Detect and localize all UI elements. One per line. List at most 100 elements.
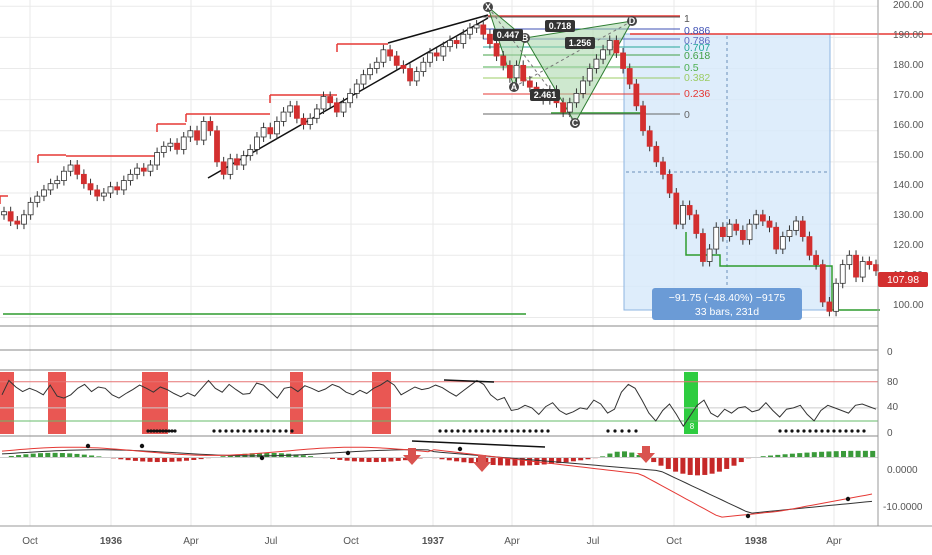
overbought-band [372,372,391,434]
candle [194,130,200,141]
candle [680,205,686,225]
candle [819,264,826,303]
candle [480,24,487,35]
macd-histogram-bar [351,457,357,462]
svg-text:B: B [522,33,529,43]
candle [613,40,620,54]
candle [746,223,753,241]
macd-histogram-bar [841,450,846,458]
macd-histogram-bar [709,457,715,474]
x-tick-label: Oct [343,536,359,547]
candle [187,130,194,138]
x-tick-label: 1938 [745,536,768,547]
macd-histogram-bar [249,453,255,458]
macd-cross-dot [139,443,145,449]
signal-dot [528,429,532,433]
macd-histogram-bar [768,455,773,458]
candle [120,180,127,191]
candle [759,214,766,222]
candle [147,164,154,172]
candle [753,214,760,225]
x-tick-label: Jul [265,536,278,547]
svg-text:X: X [485,2,491,12]
candle [586,68,593,82]
signal-dot [224,429,228,433]
signal-dot [254,429,258,433]
x-tick-label: Apr [504,536,520,547]
candle [227,158,234,175]
ratio-label: 0.718 [545,20,575,32]
ratio-label: 0.447 [493,29,523,41]
candle [41,189,47,197]
macd-histogram-bar [264,452,270,458]
signal-dot [856,429,860,433]
candle [54,180,61,185]
candle [27,201,34,216]
macd-histogram-bar [848,450,854,458]
signal-marker: 8 [690,422,695,431]
macd-histogram-bar [257,452,262,458]
macd-histogram-bar [826,451,832,458]
macd-histogram-bar [490,457,496,465]
macd-histogram-bar [132,457,138,461]
sell-arrow [473,455,491,472]
candle [413,71,420,82]
ratio-label: 1.256 [565,37,595,49]
macd-histogram-bar [169,457,175,462]
macd-histogram-bar [724,457,730,469]
candle [779,236,786,250]
measure-change: −91.75 (−48.40%) −9175 [669,292,786,304]
fib-label: 0.618 [684,50,710,62]
candle [107,186,114,194]
candle [100,192,107,197]
svg-text:D: D [629,16,636,26]
osc-tick-label: 80 [887,377,899,388]
candle [673,192,680,225]
signal-dot [522,429,526,433]
signal-dot [149,429,153,433]
macd-histogram-bar [775,454,781,458]
candle [1,211,7,216]
candle [134,167,141,175]
candle [453,40,460,44]
macd-histogram-bar [381,457,387,462]
signal-marker-label: 8 [690,422,695,431]
y-tick-label: 170.00 [893,90,924,101]
candle [87,183,94,191]
macd-histogram-bar [549,457,554,464]
candle [167,142,174,147]
y-tick-label: 120.00 [893,240,924,251]
macd-panel [0,440,878,519]
signal-dot [784,429,788,433]
macd-histogram-bar [118,457,124,460]
macd-histogram-bar [855,450,861,458]
signal-dot [627,429,631,433]
pattern-leg-bcd [524,20,633,125]
candle [660,161,666,175]
sell-arrow [637,446,655,463]
fib-label: 0.5 [684,62,699,74]
macd-histogram-bar [176,457,182,462]
macd-histogram-bar [811,452,817,458]
fib-label: 0.236 [684,88,710,100]
candle [47,183,54,191]
candle [566,102,573,113]
macd-histogram-bar [731,457,737,466]
candle [367,68,374,76]
measure-label-bg [652,288,802,320]
signal-dot [534,429,538,433]
candle [320,96,327,110]
candle [666,173,673,194]
macd-histogram-bar [461,457,467,463]
macd-histogram-bar [271,452,277,458]
candle [467,27,473,35]
candle [859,261,866,278]
candle [274,121,280,135]
signal-dot [510,429,514,433]
macd-histogram-bar [614,451,620,458]
signal-dot [236,429,240,433]
candle [140,167,147,172]
candle [493,43,500,57]
macd-histogram-bar [782,454,788,458]
